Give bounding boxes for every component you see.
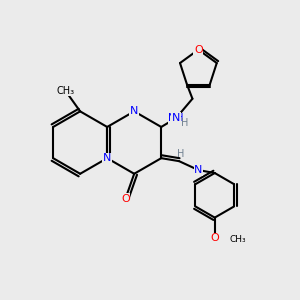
Text: O: O [121,194,130,204]
Text: N: N [103,153,111,163]
Text: N: N [194,165,202,175]
Text: N: N [172,113,180,123]
Text: O: O [194,45,203,55]
Text: N: N [130,106,138,116]
Text: CH₃: CH₃ [229,235,246,244]
Text: H: H [181,118,188,128]
Text: O: O [210,233,219,243]
Text: H: H [177,149,184,159]
Text: CH₃: CH₃ [56,85,74,96]
Text: NH: NH [168,113,184,123]
